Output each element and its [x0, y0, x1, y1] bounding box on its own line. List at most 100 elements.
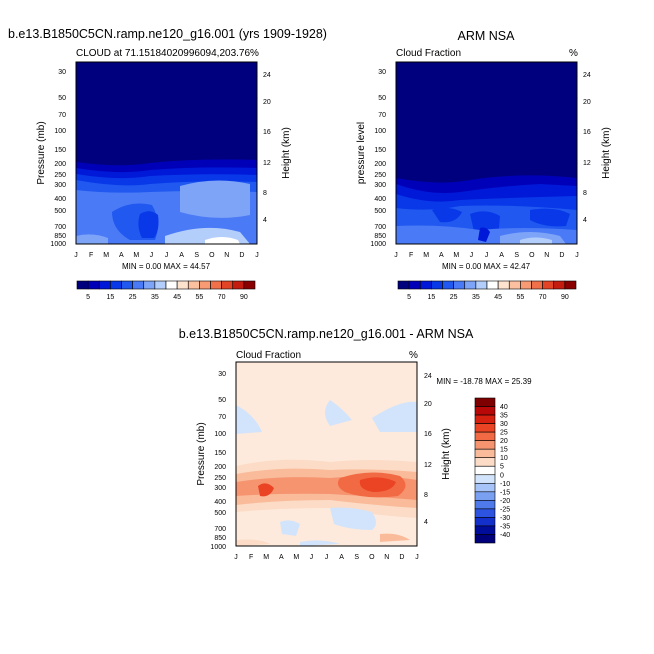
- ytick-right-label: 20: [263, 99, 271, 106]
- colorbar-label: -10: [500, 481, 510, 488]
- xtick-label: J: [325, 554, 329, 561]
- xtick-label: A: [179, 252, 184, 259]
- panel-obs: ARM NSA Cloud Fraction % 30 50 70 100 15…: [356, 29, 612, 301]
- xtick-label: J: [74, 252, 78, 259]
- ytick-label: 700: [214, 526, 226, 533]
- xtick-label: J: [165, 252, 169, 259]
- colorbar-label: -40: [500, 532, 510, 539]
- ytick-label: 500: [214, 510, 226, 517]
- ytick-label: 50: [58, 95, 66, 102]
- ytick-label: 400: [374, 196, 386, 203]
- panel-model-ylabel: Pressure (mb): [36, 121, 47, 184]
- xtick-label: D: [399, 554, 404, 561]
- colorbar-box: [210, 280, 222, 290]
- colorbar-box: [76, 280, 89, 290]
- colorbar-label: 45: [173, 294, 181, 301]
- colorbar-box: [474, 500, 496, 510]
- colorbar-box: [442, 280, 454, 290]
- panel-model-subtitle: CLOUD at 71.15184020996094,203.76: [76, 48, 250, 59]
- colorbar-box: [474, 465, 496, 476]
- colorbar-box: [87, 280, 100, 290]
- panel-diff-subtitle: Cloud Fraction: [236, 350, 301, 361]
- xtick-label: D: [239, 252, 244, 259]
- colorbar-label: -25: [500, 506, 510, 513]
- colorbar-label: 90: [561, 294, 569, 301]
- colorbar-box: [474, 406, 496, 416]
- ytick-label: 70: [58, 112, 66, 119]
- colorbar-label: 35: [472, 294, 480, 301]
- colorbar-box: [474, 508, 496, 518]
- panel-diff-units: %: [409, 350, 418, 361]
- xtick-label: J: [470, 252, 474, 259]
- colorbar-box: [542, 280, 555, 290]
- xtick-label: S: [354, 554, 359, 561]
- ytick-label: 150: [374, 147, 386, 154]
- colorbar-label: 55: [195, 294, 203, 301]
- colorbar-box: [474, 431, 496, 441]
- ytick-right-label: 8: [583, 190, 587, 197]
- colorbar-box: [474, 440, 496, 450]
- colorbar-box: [531, 280, 543, 290]
- colorbar-box: [474, 474, 496, 484]
- panel-diff-stats: MIN = -18.78 MAX = 25.39: [436, 377, 532, 386]
- xtick-label: O: [209, 252, 215, 259]
- colorbar-box: [397, 280, 410, 290]
- ytick-right-label: 16: [583, 129, 591, 136]
- ytick-label: 100: [214, 431, 226, 438]
- colorbar-label: 15: [106, 294, 114, 301]
- xtick-label: M: [453, 252, 459, 259]
- ytick-right-label: 4: [583, 217, 587, 224]
- xtick-label: J: [310, 554, 314, 561]
- xtick-label: F: [249, 554, 253, 561]
- colorbar-box: [98, 280, 111, 290]
- panel-obs-ylabel: pressure level: [356, 122, 367, 184]
- colorbar-label: 25: [129, 294, 137, 301]
- ytick-label: 1000: [370, 241, 386, 248]
- ytick-label: 100: [374, 128, 386, 135]
- xtick-label: N: [224, 252, 229, 259]
- xtick-label: N: [544, 252, 549, 259]
- panel-diff-ylabel: Pressure (mb): [196, 422, 207, 485]
- colorbar-box: [176, 280, 189, 290]
- colorbar-label: 35: [151, 294, 159, 301]
- colorbar-box: [464, 280, 477, 290]
- xtick-label: F: [409, 252, 413, 259]
- colorbar-box: [408, 280, 421, 290]
- panel-diff-xticks: J F M A M J J A S O N D J: [234, 554, 419, 561]
- ytick-label: 250: [54, 172, 66, 179]
- panel-diff-title: b.e13.B1850C5CN.ramp.ne120_g16.001 - ARM…: [179, 327, 474, 341]
- ytick-right-label: 16: [424, 431, 432, 438]
- panel-model-colorbar: 5 15 25 35 45 55 70 90: [76, 280, 256, 301]
- colorbar-box: [474, 491, 496, 501]
- ytick-label: 150: [214, 450, 226, 457]
- ytick-label: 700: [374, 224, 386, 231]
- xtick-label: J: [394, 252, 398, 259]
- colorbar-label: -20: [500, 498, 510, 505]
- ytick-label: 30: [378, 69, 386, 76]
- colorbar-box: [474, 534, 496, 544]
- panel-diff-frame: [235, 361, 418, 547]
- colorbar-label: 25: [500, 430, 508, 437]
- colorbar-box: [474, 414, 496, 424]
- ytick-label: 1000: [50, 241, 66, 248]
- ytick-label: 500: [54, 208, 66, 215]
- ytick-label: 850: [54, 233, 66, 240]
- xtick-label: J: [255, 252, 259, 259]
- colorbar-box: [419, 280, 432, 290]
- colorbar-label: 70: [539, 294, 547, 301]
- ytick-label: 30: [218, 371, 226, 378]
- colorbar-box: [110, 280, 122, 290]
- ytick-right-label: 24: [424, 373, 432, 380]
- xtick-label: M: [263, 554, 269, 561]
- ytick-label: 70: [218, 414, 226, 421]
- colorbar-label: 0: [500, 472, 504, 479]
- panel-model-frame: [75, 61, 258, 245]
- panel-obs-xticks: J F M A M J J A S O N D J: [394, 252, 579, 259]
- panel-model-yticks-right: 24 20 16 12 8 4: [263, 72, 271, 224]
- ytick-label: 300: [374, 182, 386, 189]
- xtick-label: M: [423, 252, 429, 259]
- ytick-right-label: 20: [424, 401, 432, 408]
- ytick-label: 200: [54, 161, 66, 168]
- panel-model: b.e13.B1850C5CN.ramp.ne120_g16.001 (yrs …: [8, 27, 327, 301]
- xtick-label: M: [293, 554, 299, 561]
